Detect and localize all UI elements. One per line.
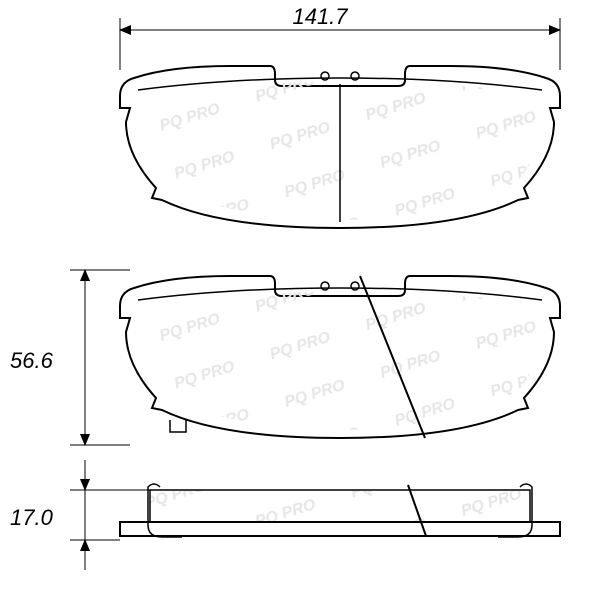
brake-pad-front-bottom xyxy=(120,276,560,438)
dimension-width-value: 141.7 xyxy=(292,4,348,29)
dimension-thickness-value: 17.0 xyxy=(10,505,54,530)
dimension-height-value: 56.6 xyxy=(10,348,54,373)
dimension-height: 56.6 xyxy=(10,270,130,445)
dimension-width: 141.7 xyxy=(120,4,560,70)
brake-pad-front-top xyxy=(120,66,560,228)
brake-pad-side-view xyxy=(120,484,560,537)
dimension-thickness: 17.0 xyxy=(10,460,150,570)
